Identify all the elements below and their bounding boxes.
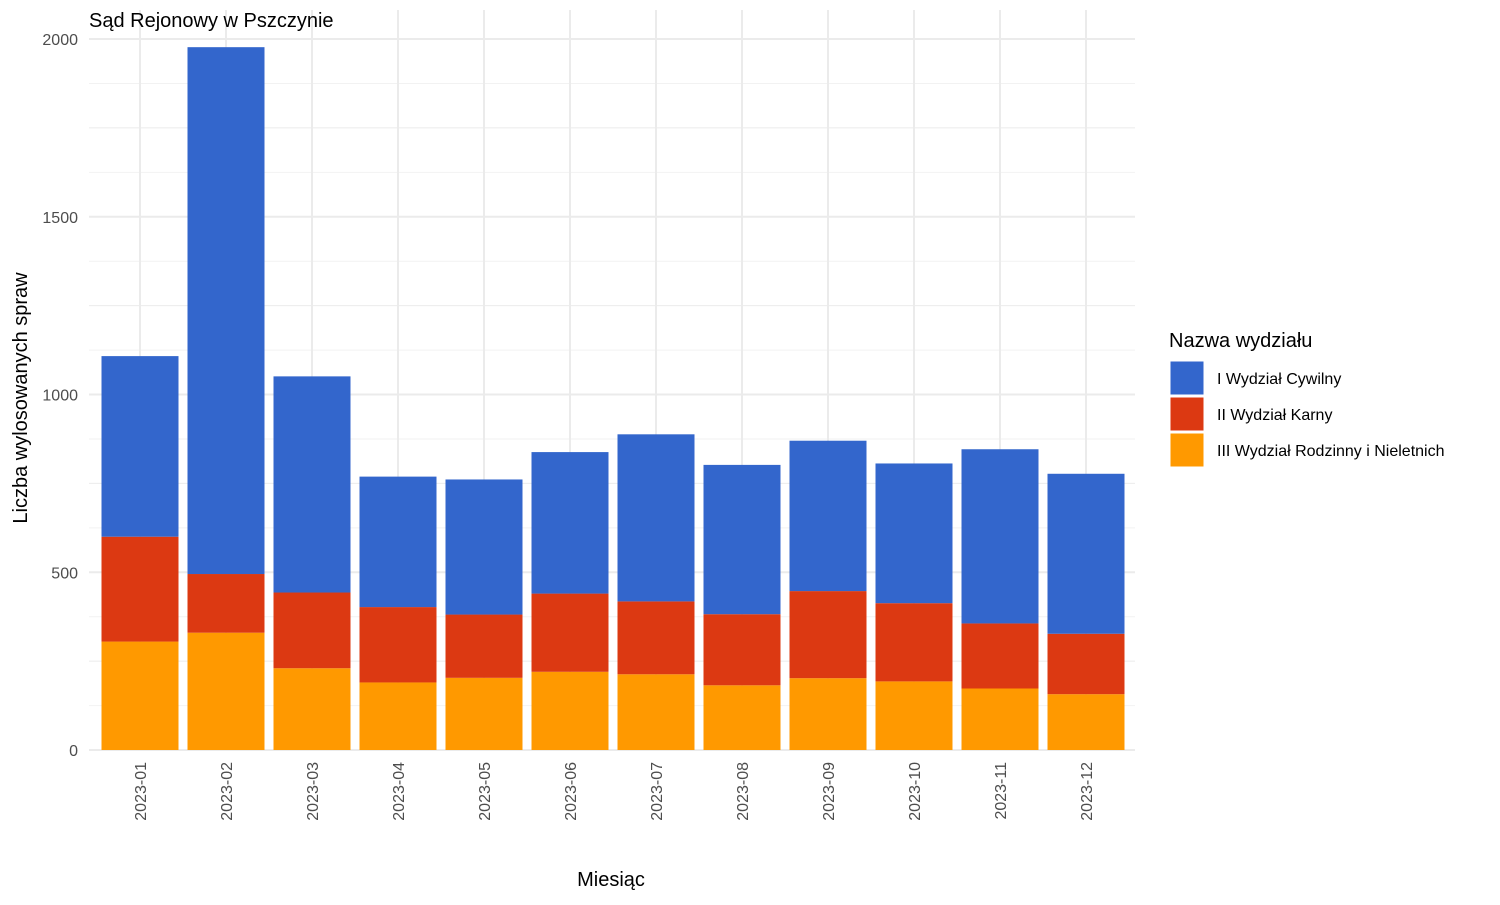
bar-segment [359,476,437,608]
x-tick-label: 2023-09 [821,762,838,821]
bar-segment [875,681,953,750]
bar-segment [1047,473,1125,634]
bar-segment [531,671,609,750]
bar-segment [703,464,781,615]
bar-segment [445,614,523,678]
bar-segment [1047,633,1125,695]
bar-segment [875,603,953,682]
bar-segment [273,592,351,669]
bar-segment [359,607,437,683]
x-tick-label: 2023-02 [219,762,236,821]
legend: Nazwa wydziału I Wydział Cywilny II Wydzi… [1169,330,1445,468]
legend-swatch [1169,396,1205,432]
legend-label: I Wydział Cywilny [1217,371,1341,388]
bar-segment [531,593,609,672]
bar-segment [617,434,695,602]
bar-segment [961,623,1039,689]
bar-segment [789,440,867,592]
x-tick-label: 2023-08 [735,762,752,821]
x-tick-label: 2023-03 [305,762,322,821]
x-tick-label: 2023-01 [133,762,150,821]
bar-segment [273,376,351,593]
y-tick-label: 2000 [42,32,78,49]
x-tick-label: 2023-12 [1079,762,1096,821]
bar-segment [101,356,179,537]
bar-segment [961,449,1039,624]
x-tick-label: 2023-06 [563,762,580,821]
x-tick-label: 2023-07 [649,762,666,821]
bar-segment [187,574,265,633]
bar-segment [875,463,953,604]
bar-segment [187,47,265,575]
x-axis: 2023-01 2023-02 2023-03 2023-04 2023-05 2023-… [133,762,1096,821]
bar-segment [273,668,351,750]
y-tick-label: 0 [69,743,78,760]
x-tick-label: 2023-11 [993,762,1010,820]
bar-segment [789,591,867,679]
bar-segment [445,479,523,615]
bar-segment [703,685,781,750]
chart-title: Sąd Rejonowy w Pszczynie [89,10,334,32]
y-tick-label: 1000 [42,388,78,405]
legend-label: II Wydział Karny [1217,407,1332,424]
bar-segment [445,677,523,750]
x-tick-label: 2023-10 [907,762,924,821]
legend-swatch [1169,360,1205,396]
y-axis-title: Liczba wylosowanych spraw [10,272,32,524]
x-tick-label: 2023-04 [391,762,408,821]
bar-segment [617,601,695,675]
legend-swatch [1169,432,1205,468]
bars [101,47,1125,750]
bar-segment [789,678,867,750]
bar-segment [359,682,437,750]
bar-segment [101,641,179,750]
bar-segment [531,452,609,594]
y-axis: 0 500 1000 1500 2000 [42,32,78,760]
x-tick-label: 2023-05 [477,762,494,821]
y-tick-label: 500 [51,565,78,582]
y-tick-label: 1500 [42,210,78,227]
bar-segment [617,674,695,750]
bar-segment [703,614,781,686]
bar-segment [101,536,179,642]
x-axis-title: Miesiąc [577,869,645,891]
bar-segment [1047,694,1125,750]
bar-segment [961,688,1039,750]
legend-label: III Wydział Rodzinny i Nieletnich [1217,443,1445,460]
bar-segment [187,632,265,750]
legend-title: Nazwa wydziału [1169,330,1312,352]
